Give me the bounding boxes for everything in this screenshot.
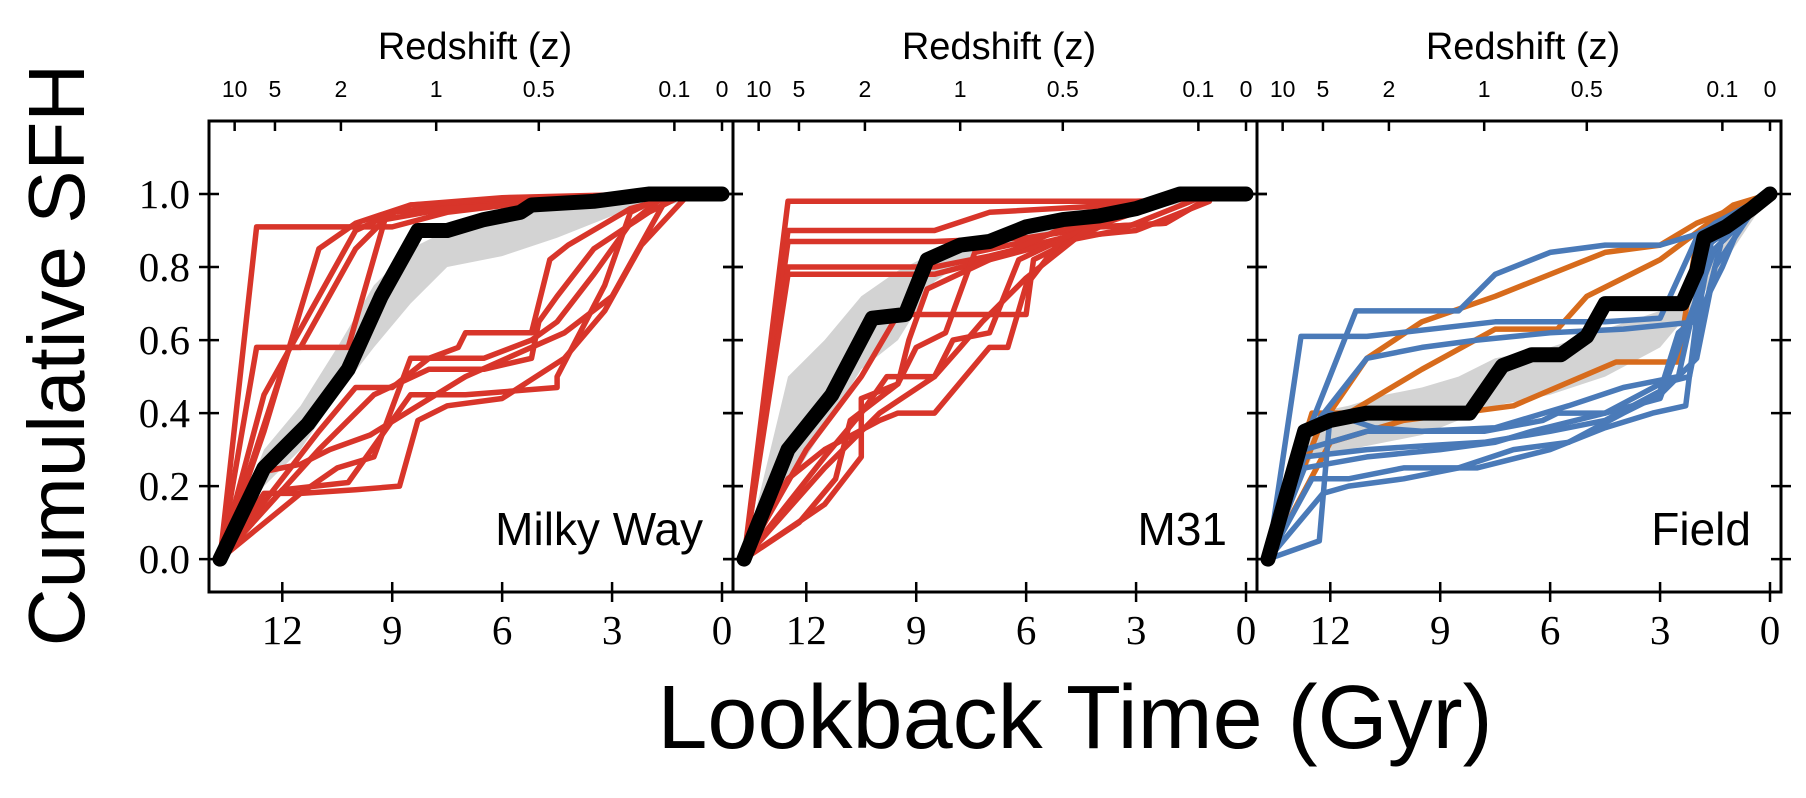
z-tick-label: 0.5 xyxy=(523,76,555,102)
x-tick-label: 0 xyxy=(712,607,733,653)
x-tick-label: 0 xyxy=(1760,607,1781,653)
median-sfh-line xyxy=(736,186,1254,567)
panel-field: 12 9 6 3 0 10 5 2 1 0.5 0.1 0 Redshift (z) Field xyxy=(1247,26,1791,653)
z-tick-label: 1 xyxy=(954,76,967,102)
z-tick-label: 0.5 xyxy=(1047,76,1079,102)
y-tick-label: 0.8 xyxy=(139,244,190,290)
galaxy-sfh-line xyxy=(741,191,1194,562)
x-tick-label: 9 xyxy=(906,607,927,653)
z-tick-label: 10 xyxy=(746,76,772,102)
z-tick-label: 1 xyxy=(430,76,443,102)
galaxy-sfh-line xyxy=(217,191,652,562)
z-tick-label: 5 xyxy=(269,76,282,102)
x-tick-label: 12 xyxy=(1310,607,1351,653)
confidence-band xyxy=(220,194,722,560)
x-axis-label: Lookback Time (Gyr) xyxy=(657,668,1492,768)
z-tick-label: 10 xyxy=(222,76,248,102)
redshift-axis-label: Redshift (z) xyxy=(902,26,1096,68)
z-tick-label: 0.5 xyxy=(1571,76,1603,102)
plot-area xyxy=(212,186,730,567)
panel-label: Field xyxy=(1651,503,1751,555)
galaxy-sfh-line xyxy=(741,191,1213,562)
z-tick-label: 2 xyxy=(1383,76,1396,102)
galaxy-sfh-line xyxy=(217,194,689,562)
z-tick-label: 1 xyxy=(1478,76,1491,102)
x-tick-label: 6 xyxy=(492,607,513,653)
galaxy-sfh-line xyxy=(741,191,1194,562)
y-axis-label: Cumulative SFH xyxy=(12,64,101,646)
x-tick-label: 0 xyxy=(1236,607,1257,653)
y-tick-labels: 0.0 0.2 0.4 0.6 0.8 1.0 xyxy=(139,171,190,582)
galaxy-sfh-line xyxy=(217,191,670,562)
z-tick-label: 0 xyxy=(1764,76,1777,102)
x-tick-label: 3 xyxy=(1126,607,1147,653)
galaxy-sfh-line xyxy=(1265,191,1773,562)
redshift-axis-label: Redshift (z) xyxy=(378,26,572,68)
z-tick-label: 0 xyxy=(1240,76,1253,102)
median-sfh-line xyxy=(1260,186,1778,567)
z-tick-label: 2 xyxy=(859,76,872,102)
x-tick-label: 6 xyxy=(1540,607,1561,653)
panel-label: M31 xyxy=(1138,503,1227,555)
x-tick-label: 3 xyxy=(1650,607,1671,653)
x-tick-label: 12 xyxy=(786,607,827,653)
galaxy-sfh-line xyxy=(741,198,1213,562)
y-tick-label: 0.2 xyxy=(139,463,190,509)
x-tick-label: 9 xyxy=(382,607,403,653)
confidence-band xyxy=(1268,194,1770,560)
galaxy-sfh-line xyxy=(217,191,689,562)
galaxy-sfh-line xyxy=(217,191,670,562)
panel-label: Milky Way xyxy=(495,503,703,555)
galaxy-sfh-line xyxy=(741,194,1213,562)
plot-area xyxy=(1260,186,1778,567)
z-tick-label: 2 xyxy=(335,76,348,102)
panel-milky-way: 12 9 6 3 0 10 5 2 1 0.5 0.1 0 Redshift (z) Milky Way xyxy=(199,26,743,653)
y-tick-label: 0.4 xyxy=(139,390,190,436)
panel-m31: 12 9 6 3 0 10 5 2 1 0.5 0.1 0 Redshift (z) M31 xyxy=(723,26,1267,653)
plot-area xyxy=(736,186,1254,567)
galaxy-sfh-line xyxy=(217,191,689,562)
galaxy-sfh-line xyxy=(1265,191,1773,562)
z-tick-label: 5 xyxy=(1317,76,1330,102)
y-tick-label: 1.0 xyxy=(139,171,190,217)
y-tick-label: 0.0 xyxy=(139,536,190,582)
median-sfh-line xyxy=(212,186,730,567)
y-tick-label: 0.6 xyxy=(139,317,190,363)
x-tick-label: 3 xyxy=(602,607,623,653)
x-tick-label: 6 xyxy=(1016,607,1037,653)
redshift-axis-label: Redshift (z) xyxy=(1426,26,1620,68)
z-tick-label: 10 xyxy=(1270,76,1296,102)
z-tick-label: 0.1 xyxy=(1182,76,1214,102)
x-tick-label: 9 xyxy=(1430,607,1451,653)
z-tick-label: 0.1 xyxy=(658,76,690,102)
z-tick-label: 0 xyxy=(716,76,729,102)
x-tick-label: 12 xyxy=(262,607,303,653)
z-tick-label: 5 xyxy=(793,76,806,102)
panel-frame xyxy=(1255,119,1783,594)
z-tick-label: 0.1 xyxy=(1706,76,1738,102)
